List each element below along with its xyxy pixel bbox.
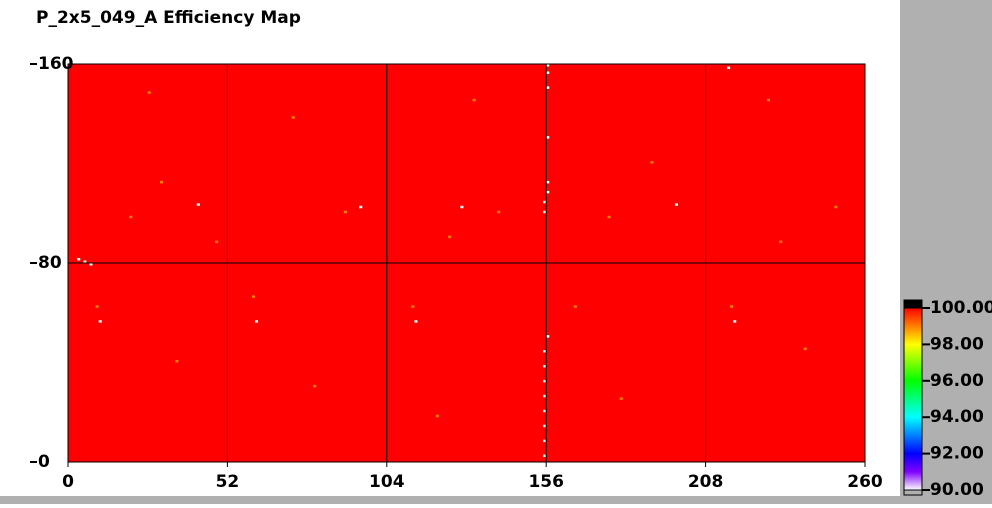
heatmap-cell [543, 439, 547, 443]
colorbar-border [903, 299, 923, 496]
y-tick-label: 80 [38, 253, 62, 273]
heatmap-cell [573, 305, 577, 308]
heatmap-cell [546, 64, 550, 67]
heatmap-cell [543, 409, 547, 413]
heatmap-cell [546, 71, 550, 74]
heatmap-cell [674, 203, 679, 206]
heatmap-cell [543, 210, 547, 214]
heatmap-cell [215, 240, 219, 244]
x-tick-label: 52 [216, 472, 240, 492]
heatmap-cell [543, 424, 547, 428]
heatmap-cell [77, 258, 81, 261]
heatmap-cell [411, 305, 415, 308]
heatmap-cell [803, 347, 807, 351]
heatmap-cell [546, 86, 550, 89]
y-tick-label: 0 [38, 452, 50, 472]
colorbar-tick-label: 98.00 [930, 334, 984, 354]
heatmap-cell [779, 240, 783, 244]
heatmap-cell [313, 384, 317, 388]
colorbar-tick-label: 100.00 [930, 298, 992, 318]
colorbar-cap [904, 300, 922, 308]
colorbar-tick-label: 96.00 [930, 371, 984, 391]
heatmap-cell [497, 210, 501, 214]
heatmap-cell [291, 116, 295, 119]
plot-border [67, 63, 866, 463]
heatmap-cell [95, 305, 99, 308]
heatmap-cell [546, 136, 550, 139]
heatmap-cell [359, 205, 363, 209]
x-tick-label: 0 [62, 472, 74, 492]
heatmap-cell [834, 205, 838, 209]
heatmap-cell [89, 263, 93, 266]
heatmap-cell [254, 320, 259, 323]
heatmap-cell [543, 454, 547, 458]
heatmap-cell [414, 320, 418, 323]
heatmap-cell [546, 180, 550, 184]
heatmap-cell [448, 235, 452, 239]
colorbar-tick-label: 92.00 [930, 444, 984, 464]
heatmap-cell [546, 335, 550, 338]
heatmap-cell [435, 414, 439, 418]
heatmap-cell [543, 394, 547, 398]
x-tick-label: 208 [688, 472, 724, 492]
colorbar-tick-label: 90.00 [930, 480, 984, 500]
heatmap-cell [619, 397, 623, 400]
heatmap-cell [251, 295, 255, 298]
heatmap-cell [343, 210, 347, 214]
heatmap-cell [546, 190, 550, 194]
x-tick-label: 260 [847, 472, 883, 492]
x-tick-label: 156 [528, 472, 564, 492]
heatmap-cell [159, 180, 164, 184]
heatmap-cell [650, 161, 654, 164]
heatmap-cell [196, 203, 200, 206]
heatmap-cell [460, 205, 464, 209]
colorbar-tick-label: 94.00 [930, 407, 984, 427]
heatmap-cell [727, 66, 731, 69]
heatmap-cell [543, 350, 547, 353]
heatmap-cell [175, 360, 179, 363]
colorbar [903, 307, 923, 491]
heatmap-cell [607, 215, 611, 219]
heatmap-cell [543, 379, 547, 383]
heatmap-cell [472, 98, 476, 102]
heatmap-cell [543, 200, 547, 204]
x-tick-label: 104 [369, 472, 405, 492]
bottom-strip [0, 496, 900, 504]
heatmap-cell [83, 260, 87, 263]
heatmap-cell [98, 320, 102, 323]
heatmap-cell [730, 305, 734, 308]
heatmap-cell [147, 91, 151, 94]
heatmap-cell [766, 98, 770, 102]
heatmap-cell [129, 215, 133, 219]
heatmap-cell [543, 364, 547, 368]
chart-title: P_2x5_049_A Efficiency Map [36, 8, 301, 28]
heatmap-cell [733, 320, 737, 323]
y-tick-label: 160 [38, 54, 74, 74]
